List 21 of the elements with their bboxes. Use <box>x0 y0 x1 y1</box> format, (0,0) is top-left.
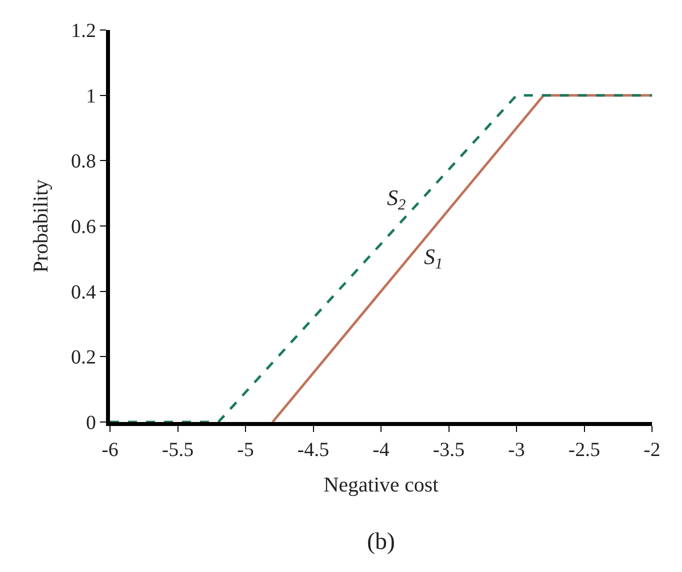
text: (b) <box>367 529 395 555</box>
x-tick-label: -2 <box>644 439 660 461</box>
y-tick-label: 1 <box>86 85 96 108</box>
y-tick-label: 0.2 <box>71 346 96 369</box>
x-tick-label: -2.5 <box>568 439 600 461</box>
annotation: S$_{1}$ <box>424 244 443 273</box>
x-tick-label: -4 <box>372 439 390 461</box>
y-tick-label: 0 <box>86 412 96 434</box>
y-tick-label: 1.2 <box>71 20 96 42</box>
y-axis-title: Probability <box>28 178 53 273</box>
x-tick-label: -4.5 <box>297 439 330 461</box>
x-tick-label: -3.5 <box>432 439 465 461</box>
x-tick-label: -5.5 <box>162 439 194 461</box>
x-tick-label: -3 <box>508 439 525 461</box>
y-tick-label: 0.4 <box>71 281 96 304</box>
annotation: S$_{2}$ <box>387 185 406 214</box>
y-tick-label: 0.6 <box>71 216 96 238</box>
x-tick-label: -6 <box>102 439 118 461</box>
y-tick-label: 0.8 <box>71 150 96 173</box>
x-tick-label: -5 <box>237 439 254 461</box>
x-axis-title: Negative cost <box>324 472 439 497</box>
